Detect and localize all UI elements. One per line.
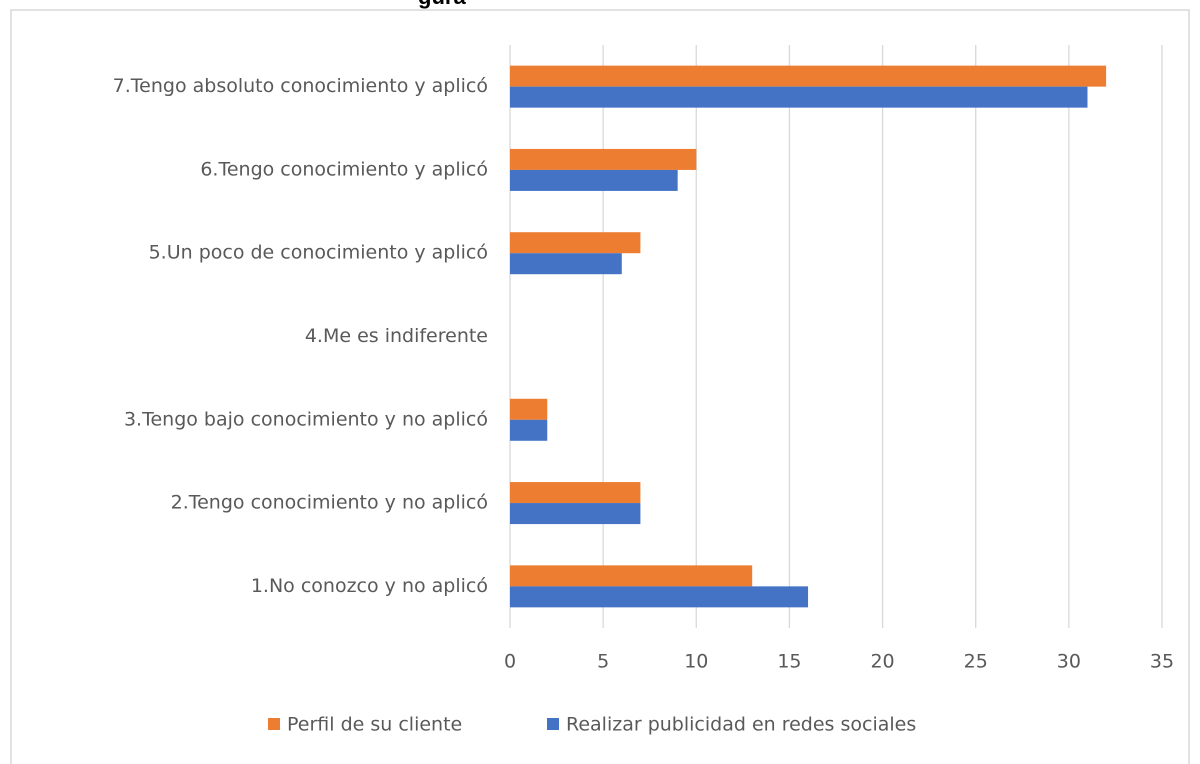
bar	[510, 482, 641, 504]
x-tick-label: 5	[597, 651, 609, 673]
y-tick-label: 3.Tengo bajo conocimiento y no aplicó	[124, 408, 488, 430]
bar	[510, 565, 753, 587]
chart-border	[10, 9, 1190, 764]
bar	[510, 148, 697, 170]
bar	[510, 503, 641, 525]
bar	[510, 253, 622, 275]
x-tick-label: 0	[504, 651, 516, 673]
x-tick-label: 15	[777, 651, 801, 673]
bar	[510, 169, 678, 191]
legend-label: Realizar publicidad en redes sociales	[566, 714, 916, 736]
y-tick-label: 1.No conozco y no aplicó	[251, 575, 488, 597]
bar	[510, 586, 809, 608]
chart-title: gura	[418, 0, 466, 9]
y-tick-label: 5.Un poco de conocimiento y aplicó	[149, 242, 488, 264]
y-tick-label: 4.Me es indiferente	[305, 325, 488, 347]
y-tick-label: 7.Tengo absoluto conocimiento y aplicó	[113, 75, 488, 97]
bar	[510, 398, 548, 420]
legend-label: Perfil de su cliente	[287, 714, 462, 736]
x-tick-label: 35	[1150, 651, 1174, 673]
x-tick-label: 10	[684, 651, 708, 673]
bar	[510, 232, 641, 254]
x-tick-label: 30	[1057, 651, 1081, 673]
bar	[510, 419, 548, 441]
legend-swatch	[547, 718, 559, 730]
legend-swatch	[268, 718, 280, 730]
x-tick-label: 25	[964, 651, 988, 673]
y-tick-label: 2.Tengo conocimiento y no aplicó	[171, 492, 488, 514]
y-tick-label: 6.Tengo conocimiento y aplicó	[200, 158, 488, 180]
bar	[510, 65, 1107, 87]
bar	[510, 86, 1088, 108]
x-tick-label: 20	[870, 651, 894, 673]
